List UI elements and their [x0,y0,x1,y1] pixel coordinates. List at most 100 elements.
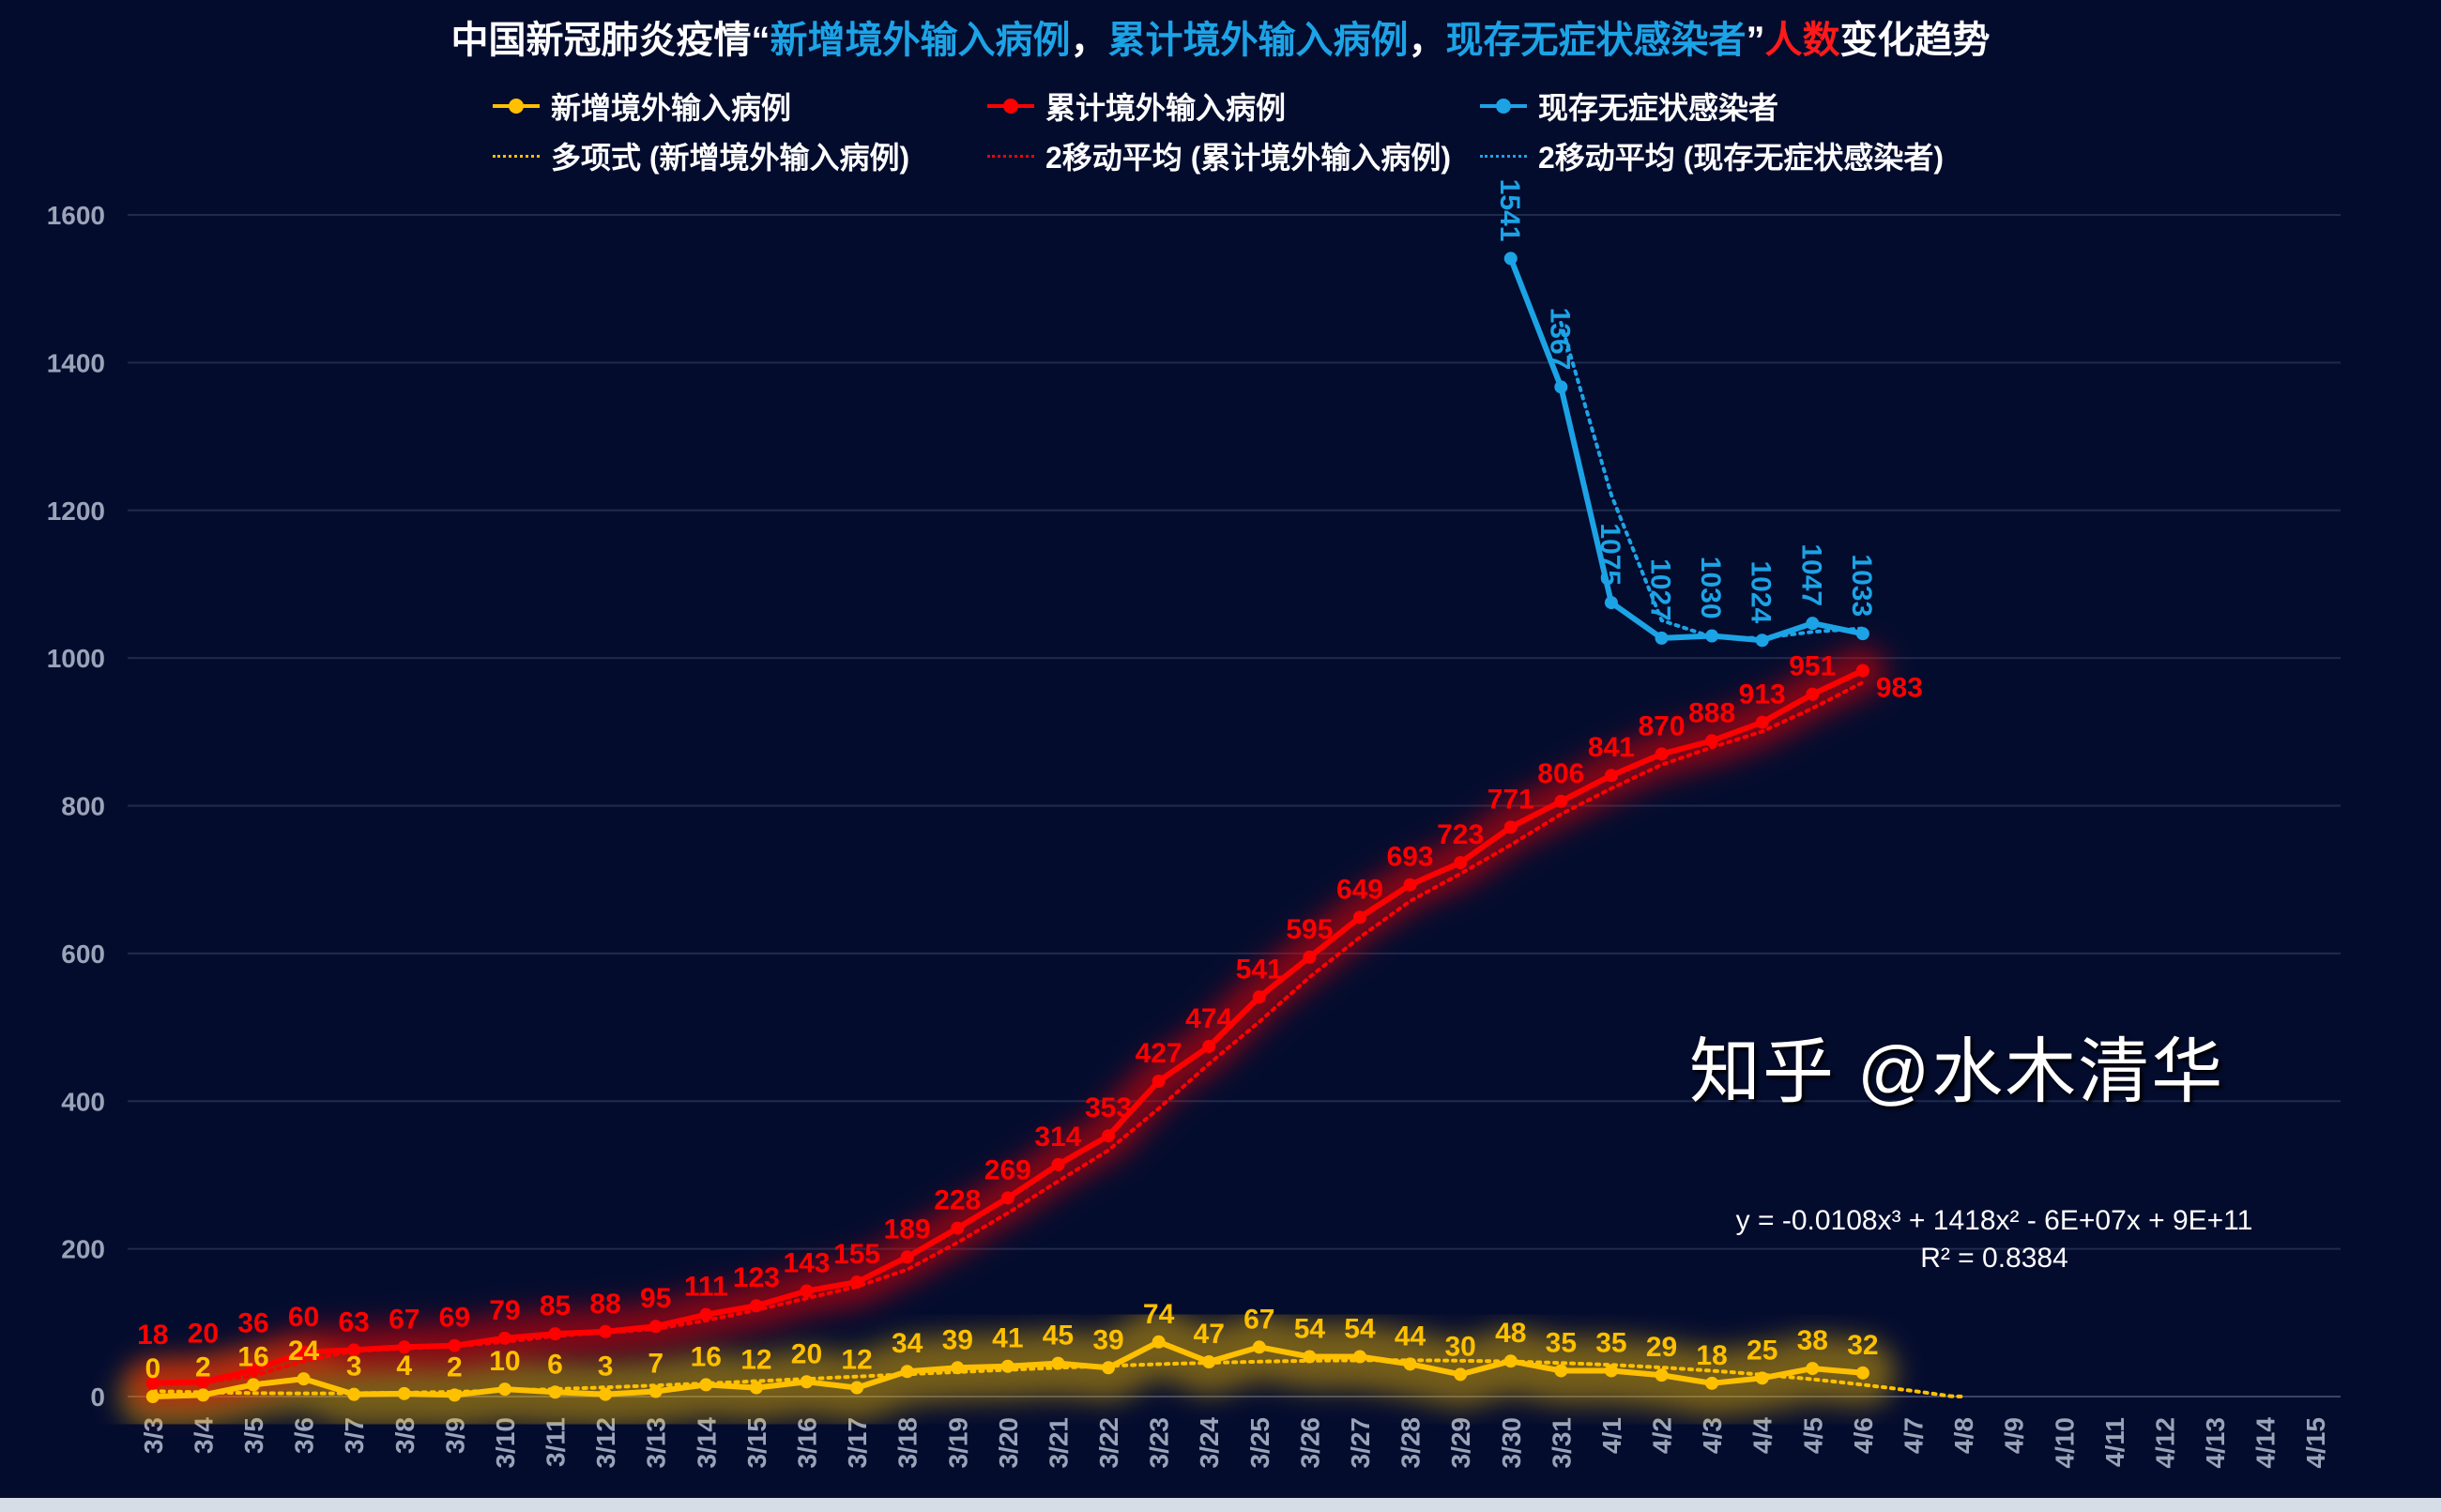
x-tick-label: 4/8 [1949,1417,1978,1454]
watermark: 知乎 @水木清华 [1689,1032,2225,1112]
data-label: 1367 [1544,308,1575,371]
data-label: 44 [1395,1321,1426,1352]
data-point [1655,1368,1669,1382]
legend-item-poly-trend[interactable]: 多项式 (新增境外输入病例) [493,134,909,177]
data-label: 34 [892,1328,923,1359]
legend-item-asymptomatic[interactable]: 现存无症状感染者 [1480,84,1778,128]
x-axis: 3/3 3/4 3/5 3/6 3/7 3/8 3/9 3/10 3/11 3/12 3/13 3/1… [139,1417,2330,1469]
data-point [1554,380,1568,394]
data-label: 39 [942,1324,973,1355]
data-point [800,1375,814,1389]
data-point [1051,1356,1065,1370]
x-tick-label: 4/4 [1748,1417,1777,1454]
data-point [1604,1364,1618,1378]
legend-item-new-imported[interactable]: 新增境外输入病例 [493,84,791,128]
data-label: 983 [1876,673,1923,704]
data-label: 67 [1243,1304,1274,1335]
data-point [397,1386,411,1400]
data-point [599,1324,613,1338]
data-label: 12 [740,1345,771,1376]
data-label: 1027 [1645,558,1676,621]
data-point [1806,687,1820,701]
x-tick-label: 3/13 [642,1417,671,1469]
title-suffix: 变化趋势 [1839,20,1991,61]
x-tick-label: 3/20 [994,1417,1023,1469]
data-point [749,1299,763,1313]
trendline [201,680,1865,1384]
legend-item-cumulative-imported[interactable]: 累计境外输入病例 [987,84,1286,128]
series-lines [145,252,1869,1403]
x-tick-label: 3/17 [843,1417,872,1469]
data-point [1152,1075,1166,1089]
x-tick-label: 3/25 [1245,1417,1274,1469]
x-tick-label: 3/23 [1145,1417,1174,1469]
data-point [699,1378,713,1392]
data-label: 1024 [1746,560,1777,623]
x-tick-label: 4/6 [1849,1417,1878,1454]
data-point [951,1361,965,1375]
gridlines [128,214,2341,1397]
data-point [1503,820,1518,834]
data-point [1705,629,1719,643]
legend-item-ma-cumulative[interactable]: 2移动平均 (累计境外输入病例) [987,134,1451,177]
data-point [1202,1040,1216,1054]
data-point [1855,1366,1869,1380]
data-label: 155 [833,1239,880,1270]
data-label: 228 [934,1185,981,1216]
x-tick-label: 3/6 [290,1417,319,1454]
x-tick-label: 3/10 [491,1417,520,1469]
x-tick-label: 3/30 [1497,1417,1526,1469]
legend-row-series: 新增境外输入病例 累计境外输入病例 现存无症状感染者 [0,84,2441,126]
data-point [1806,617,1820,631]
y-tick-label: 600 [61,939,105,969]
data-point [648,1320,663,1334]
data-point [448,1338,462,1352]
data-label: 54 [1294,1314,1326,1345]
data-label: 143 [783,1247,830,1278]
data-label: 6 [547,1349,563,1380]
data-label: 74 [1143,1299,1175,1330]
x-tick-label: 4/12 [2150,1417,2179,1469]
data-label: 95 [640,1283,671,1314]
legend-marker-icon [493,99,540,114]
legend-label: 新增境外输入病例 [551,91,792,125]
title-close-quote: ” [1746,20,1765,61]
data-point [1303,950,1317,964]
data-label: 88 [589,1289,620,1320]
data-point [1454,856,1468,870]
data-point [1855,627,1869,641]
chart-title: 中国新冠肺炎疫情“新增境外输入病例，累计境外输入病例，现存无症状感染者”人数变化… [0,9,2441,64]
data-label: 39 [1092,1324,1123,1355]
data-label: 123 [733,1262,780,1293]
data-point [1000,1191,1015,1205]
data-label: 25 [1747,1335,1777,1366]
data-point [497,1382,511,1397]
data-label: 16 [237,1341,268,1372]
data-label: 24 [288,1336,320,1367]
data-point [1705,734,1719,748]
x-tick-label: 3/31 [1547,1417,1576,1469]
bottom-strip [0,1498,2441,1512]
data-label: 2 [195,1352,211,1382]
x-tick-label: 3/29 [1446,1417,1475,1469]
legend-item-ma-asymptomatic[interactable]: 2移动平均 (现存无症状感染者) [1480,134,1944,177]
x-tick-label: 3/14 [692,1417,721,1469]
data-point [1755,634,1769,648]
data-point [1152,1335,1166,1349]
data-label: 841 [1588,732,1635,763]
data-point [1855,664,1869,678]
legend-label: 2移动平均 (现存无症状感染者) [1538,141,1945,175]
title-sep-2: ， [1408,20,1446,61]
data-point [1705,1376,1719,1390]
legend-label: 2移动平均 (累计境外输入病例) [1045,141,1452,175]
data-label: 41 [992,1323,1023,1354]
data-point [900,1250,914,1264]
data-point [1303,1350,1317,1364]
title-sep-1: ， [1070,20,1108,61]
data-label: 951 [1789,651,1836,682]
data-label: 54 [1344,1314,1376,1345]
data-point [1755,715,1769,729]
data-label: 30 [1444,1331,1475,1362]
